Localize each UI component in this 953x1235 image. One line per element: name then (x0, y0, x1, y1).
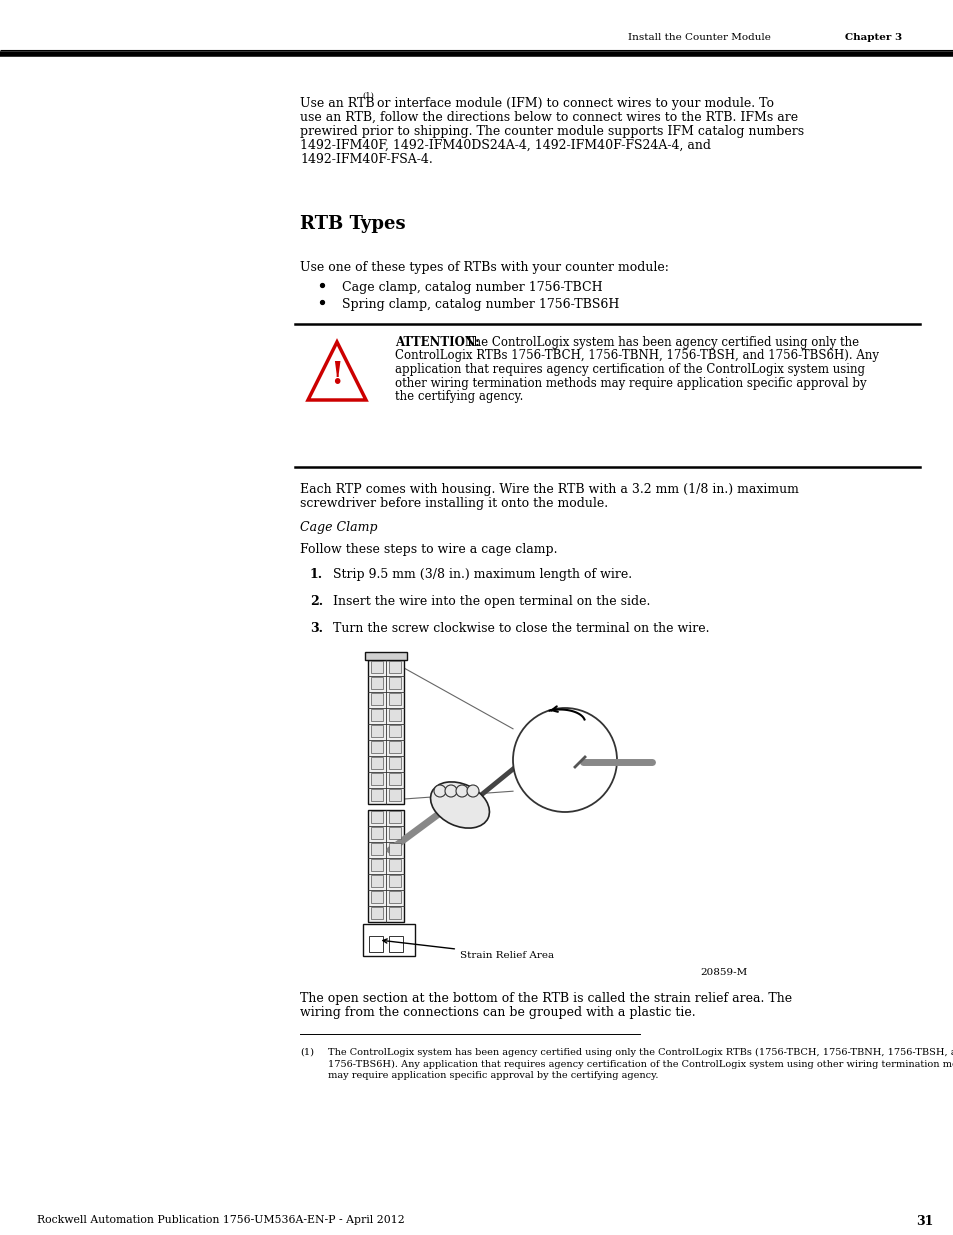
Text: Strip 9.5 mm (3/8 in.) maximum length of wire.: Strip 9.5 mm (3/8 in.) maximum length of… (333, 568, 632, 580)
Bar (389, 789, 400, 802)
Text: 1.: 1. (310, 568, 323, 580)
Text: !: ! (330, 359, 343, 390)
Text: screwdriver before installing it onto the module.: screwdriver before installing it onto th… (299, 496, 607, 510)
Text: RTB Types: RTB Types (299, 215, 405, 233)
Bar (371, 693, 382, 705)
Bar (389, 773, 400, 785)
Bar (371, 890, 382, 903)
Bar (371, 741, 382, 753)
Text: wiring from the connections can be grouped with a plastic tie.: wiring from the connections can be group… (299, 1007, 695, 1019)
Bar (371, 811, 382, 823)
Bar (389, 741, 400, 753)
Bar (389, 860, 400, 871)
Text: (1): (1) (299, 1049, 314, 1057)
Text: prewired prior to shipping. The counter module supports IFM catalog numbers: prewired prior to shipping. The counter … (299, 125, 803, 138)
Bar (552, 752, 560, 761)
Bar (371, 876, 382, 887)
Text: (1): (1) (361, 91, 374, 100)
Text: 2.: 2. (310, 595, 323, 608)
Text: or interface module (IFM) to connect wires to your module. To: or interface module (IFM) to connect wir… (373, 98, 773, 110)
Text: 1492-IFM40F, 1492-IFM40DS24A-4, 1492-IFM40F-FS24A-4, and: 1492-IFM40F, 1492-IFM40DS24A-4, 1492-IFM… (299, 140, 710, 152)
Bar (389, 890, 400, 903)
Text: Use one of these types of RTBs with your counter module:: Use one of these types of RTBs with your… (299, 261, 668, 274)
Text: Strain Relief Area: Strain Relief Area (382, 939, 554, 960)
Bar (389, 757, 400, 769)
Circle shape (444, 785, 456, 797)
Bar (371, 725, 382, 737)
Bar (371, 677, 382, 689)
Bar (363, 924, 415, 956)
Circle shape (467, 785, 478, 797)
Bar (371, 773, 382, 785)
Bar (389, 693, 400, 705)
Text: other wiring termination methods may require application specific approval by: other wiring termination methods may req… (395, 377, 865, 389)
Text: Insert the wire into the open terminal on the side.: Insert the wire into the open terminal o… (333, 595, 650, 608)
Bar (566, 752, 576, 761)
Text: Use an RTB: Use an RTB (299, 98, 375, 110)
Bar (371, 789, 382, 802)
Bar (371, 757, 382, 769)
Bar (566, 739, 576, 747)
Text: The open section at the bottom of the RTB is called the strain relief area. The: The open section at the bottom of the RT… (299, 992, 791, 1005)
Bar (566, 766, 576, 776)
Text: Rockwell Automation Publication 1756-UM536A-EN-P - April 2012: Rockwell Automation Publication 1756-UM5… (37, 1215, 404, 1225)
Text: The ControlLogix system has been agency certified using only the ControlLogix RT: The ControlLogix system has been agency … (328, 1049, 953, 1057)
Bar (389, 677, 400, 689)
Bar (368, 659, 403, 804)
Text: 1492-IFM40F-FSA-4.: 1492-IFM40F-FSA-4. (299, 153, 433, 165)
Text: Cage clamp, catalog number 1756-TBCH: Cage clamp, catalog number 1756-TBCH (341, 282, 602, 294)
Bar (371, 661, 382, 673)
Bar (371, 709, 382, 721)
Ellipse shape (430, 782, 489, 829)
Circle shape (456, 785, 468, 797)
Text: 20859-M: 20859-M (700, 968, 746, 977)
Circle shape (513, 708, 617, 811)
Bar (552, 739, 560, 747)
Text: ControlLogix RTBs 1756-TBCH, 1756-TBNH, 1756-TBSH, and 1756-TBS6H). Any: ControlLogix RTBs 1756-TBCH, 1756-TBNH, … (395, 350, 878, 363)
Bar (389, 936, 402, 952)
Text: Chapter 3: Chapter 3 (844, 33, 902, 42)
Bar (371, 860, 382, 871)
Text: use an RTB, follow the directions below to connect wires to the RTB. IFMs are: use an RTB, follow the directions below … (299, 111, 798, 124)
Text: application that requires agency certification of the ControlLogix system using: application that requires agency certifi… (395, 363, 864, 375)
Bar (389, 709, 400, 721)
Bar (389, 876, 400, 887)
Bar (371, 827, 382, 839)
Bar (552, 766, 560, 776)
Text: The ControlLogix system has been agency certified using only the: The ControlLogix system has been agency … (461, 336, 859, 350)
Text: Follow these steps to wire a cage clamp.: Follow these steps to wire a cage clamp. (299, 543, 557, 556)
Text: the certifying agency.: the certifying agency. (395, 390, 523, 403)
Text: 31: 31 (915, 1215, 932, 1228)
Bar (369, 936, 382, 952)
Bar (371, 844, 382, 855)
Text: Turn the screw clockwise to close the terminal on the wire.: Turn the screw clockwise to close the te… (333, 622, 709, 635)
Bar (389, 661, 400, 673)
Bar (389, 725, 400, 737)
Text: 3.: 3. (310, 622, 323, 635)
Text: may require application specific approval by the certifying agency.: may require application specific approva… (328, 1071, 658, 1079)
Circle shape (434, 785, 446, 797)
Text: Cage Clamp: Cage Clamp (299, 521, 377, 534)
Bar (371, 906, 382, 919)
Bar (548, 736, 578, 778)
Bar (389, 906, 400, 919)
Bar (389, 827, 400, 839)
Text: Install the Counter Module: Install the Counter Module (627, 33, 770, 42)
Bar (389, 811, 400, 823)
Bar (389, 844, 400, 855)
Text: ATTENTION:: ATTENTION: (395, 336, 479, 350)
Text: Spring clamp, catalog number 1756-TBS6H: Spring clamp, catalog number 1756-TBS6H (341, 298, 618, 311)
Text: Each RTP comes with housing. Wire the RTB with a 3.2 mm (1/8 in.) maximum: Each RTP comes with housing. Wire the RT… (299, 483, 798, 496)
Bar (368, 810, 403, 923)
Text: 1756-TBS6H). Any application that requires agency certification of the ControlLo: 1756-TBS6H). Any application that requir… (328, 1060, 953, 1068)
Bar (365, 652, 407, 659)
